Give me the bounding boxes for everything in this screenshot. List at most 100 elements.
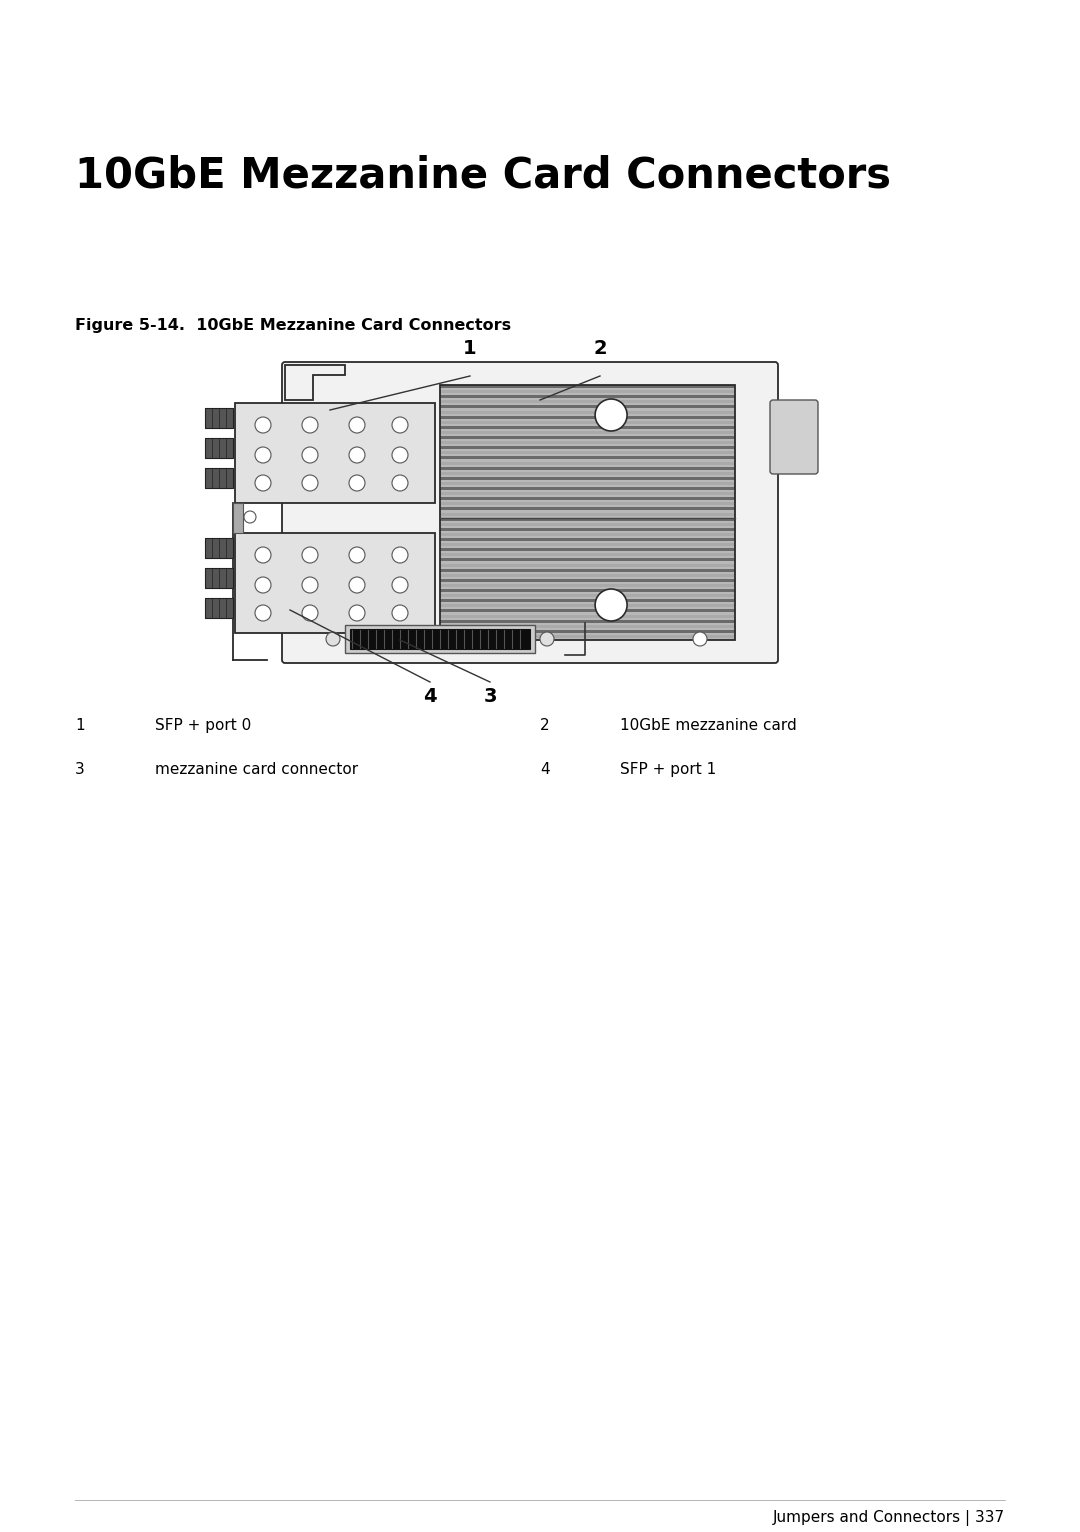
Bar: [440, 518, 735, 521]
Circle shape: [326, 633, 340, 647]
Bar: [440, 564, 735, 567]
Circle shape: [255, 417, 271, 434]
Bar: [440, 610, 735, 613]
Circle shape: [349, 475, 365, 490]
Bar: [205, 538, 233, 558]
Bar: [440, 588, 735, 591]
Bar: [440, 568, 735, 571]
Bar: [345, 625, 535, 653]
Bar: [440, 538, 735, 541]
Circle shape: [392, 475, 408, 490]
Circle shape: [349, 578, 365, 593]
Bar: [440, 472, 735, 475]
Bar: [440, 614, 735, 617]
Text: 1: 1: [463, 339, 476, 358]
Bar: [440, 385, 735, 388]
Bar: [440, 492, 735, 495]
Bar: [440, 529, 735, 532]
Bar: [440, 476, 735, 480]
Bar: [440, 498, 735, 501]
Bar: [440, 421, 735, 424]
Circle shape: [255, 605, 271, 620]
Circle shape: [595, 398, 627, 430]
Circle shape: [392, 447, 408, 463]
Bar: [233, 502, 243, 533]
Text: 10GbE mezzanine card: 10GbE mezzanine card: [620, 719, 797, 732]
Text: 10GbE Mezzanine Card Connectors: 10GbE Mezzanine Card Connectors: [75, 155, 891, 198]
Polygon shape: [285, 365, 345, 400]
Circle shape: [349, 417, 365, 434]
Bar: [440, 457, 735, 460]
Bar: [440, 625, 735, 628]
FancyBboxPatch shape: [282, 362, 778, 663]
Text: mezzanine card connector: mezzanine card connector: [156, 761, 359, 777]
Bar: [440, 461, 735, 464]
Text: SFP + port 1: SFP + port 1: [620, 761, 716, 777]
Bar: [440, 446, 735, 449]
Bar: [440, 385, 735, 640]
Text: Jumpers and Connectors | 337: Jumpers and Connectors | 337: [773, 1511, 1005, 1526]
Bar: [440, 630, 735, 633]
Bar: [440, 522, 735, 525]
Circle shape: [302, 578, 318, 593]
Circle shape: [693, 633, 707, 647]
Bar: [440, 487, 735, 490]
Circle shape: [244, 512, 256, 522]
Text: 4: 4: [540, 761, 550, 777]
Circle shape: [349, 447, 365, 463]
Bar: [440, 395, 735, 398]
Bar: [440, 599, 735, 602]
Bar: [440, 391, 735, 394]
Bar: [235, 533, 435, 633]
Bar: [440, 619, 735, 622]
Circle shape: [392, 578, 408, 593]
Circle shape: [349, 605, 365, 620]
Bar: [205, 467, 233, 489]
Circle shape: [302, 447, 318, 463]
Circle shape: [255, 547, 271, 562]
Bar: [440, 558, 735, 561]
Text: 2: 2: [593, 339, 607, 358]
Text: Figure 5-14.  10GbE Mezzanine Card Connectors: Figure 5-14. 10GbE Mezzanine Card Connec…: [75, 319, 511, 332]
Bar: [440, 426, 735, 429]
Bar: [440, 411, 735, 414]
Bar: [440, 406, 735, 409]
Bar: [350, 630, 530, 650]
Bar: [440, 579, 735, 582]
Bar: [440, 553, 735, 556]
Bar: [440, 437, 735, 440]
Text: 3: 3: [483, 686, 497, 706]
Bar: [440, 441, 735, 444]
Circle shape: [302, 417, 318, 434]
Bar: [440, 604, 735, 607]
Bar: [235, 403, 435, 502]
Bar: [440, 594, 735, 597]
Circle shape: [392, 605, 408, 620]
Circle shape: [392, 547, 408, 562]
Bar: [440, 502, 735, 506]
Text: 3: 3: [75, 761, 84, 777]
Text: 1: 1: [75, 719, 84, 732]
Circle shape: [302, 605, 318, 620]
Circle shape: [392, 417, 408, 434]
Text: 4: 4: [423, 686, 436, 706]
Bar: [440, 415, 735, 418]
Circle shape: [540, 633, 554, 647]
Circle shape: [349, 547, 365, 562]
Bar: [440, 634, 735, 637]
Bar: [440, 533, 735, 536]
Circle shape: [255, 447, 271, 463]
Bar: [440, 573, 735, 576]
Bar: [205, 568, 233, 588]
Bar: [205, 597, 233, 617]
Bar: [205, 408, 233, 427]
Circle shape: [302, 475, 318, 490]
Bar: [440, 507, 735, 510]
Bar: [440, 544, 735, 547]
Bar: [440, 430, 735, 434]
Bar: [440, 400, 735, 403]
Bar: [440, 548, 735, 552]
Bar: [440, 483, 735, 486]
Text: SFP + port 0: SFP + port 0: [156, 719, 252, 732]
Circle shape: [302, 547, 318, 562]
